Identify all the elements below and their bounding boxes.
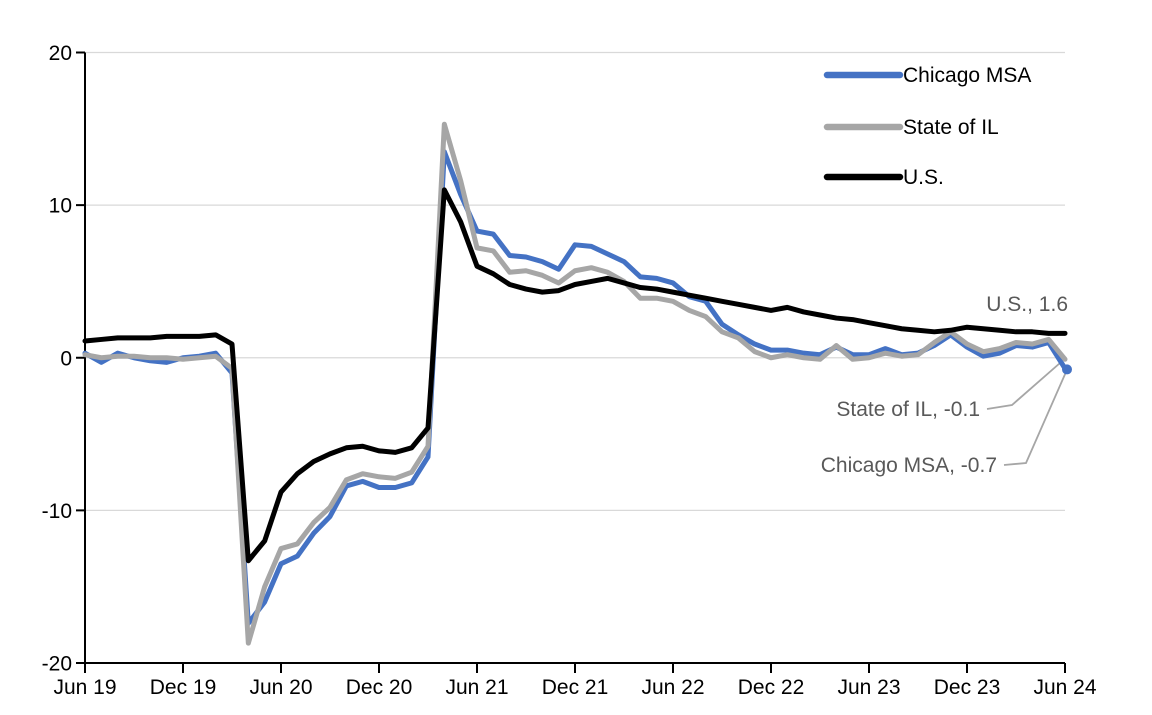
x-axis-tick-label: Dec 23: [934, 676, 1001, 699]
y-axis-labels: 20 10 0 -10 -20: [42, 42, 72, 676]
y-axis-tick-label: 0: [60, 347, 72, 370]
x-axis-tick-label: Jun 23: [837, 676, 900, 699]
legend: Chicago MSA State of IL U.S.: [823, 64, 1031, 189]
end-annotations: U.S., 1.6 State of IL, -0.1 Chicago MSA,…: [821, 293, 1068, 477]
x-axis-tick-label: Dec 19: [150, 676, 217, 699]
state-of-il-end-annotation: State of IL, -0.1: [836, 398, 980, 421]
series-lines: [82, 121, 1072, 646]
x-axis-tick-label: Dec 21: [542, 676, 609, 699]
x-axis-tick-label: Jun 21: [445, 676, 508, 699]
x-axis-tick-label: Jun 20: [249, 676, 312, 699]
legend-label-state-of-il: State of IL: [903, 116, 999, 139]
y-axis-tick-label: -20: [42, 653, 72, 676]
chicago-msa-leader-line: [1003, 371, 1067, 466]
legend-label-us: U.S.: [903, 166, 944, 189]
y-axis-tick-label: 10: [49, 195, 72, 218]
leader-lines: [986, 362, 1067, 466]
state-of-il-leader-line: [986, 362, 1061, 410]
x-axis-tick-label: Dec 20: [346, 676, 413, 699]
gridlines: [85, 51, 1065, 512]
x-axis-tick-label: Jun 24: [1033, 676, 1096, 699]
x-axis-tick-label: Dec 22: [738, 676, 805, 699]
axis-tick-marks: [76, 51, 1066, 673]
legend-label-chicago-msa: Chicago MSA: [903, 64, 1031, 87]
state-of-il-line: [82, 121, 1068, 646]
chicago-msa-end-dot: [1062, 364, 1072, 375]
us-end-annotation: U.S., 1.6: [986, 293, 1068, 316]
x-axis-tick-label: Jun 19: [53, 676, 116, 699]
y-axis-tick-label: -10: [42, 500, 72, 523]
y-axis-tick-label: 20: [49, 42, 72, 65]
x-axis-labels: Jun 19 Dec 19 Jun 20 Dec 20 Jun 21 Dec 21 Jun …: [53, 676, 1096, 699]
x-axis-tick-label: Jun 22: [641, 676, 704, 699]
u-s-line: [82, 187, 1068, 564]
chicago-msa-end-annotation: Chicago MSA, -0.7: [821, 454, 997, 477]
